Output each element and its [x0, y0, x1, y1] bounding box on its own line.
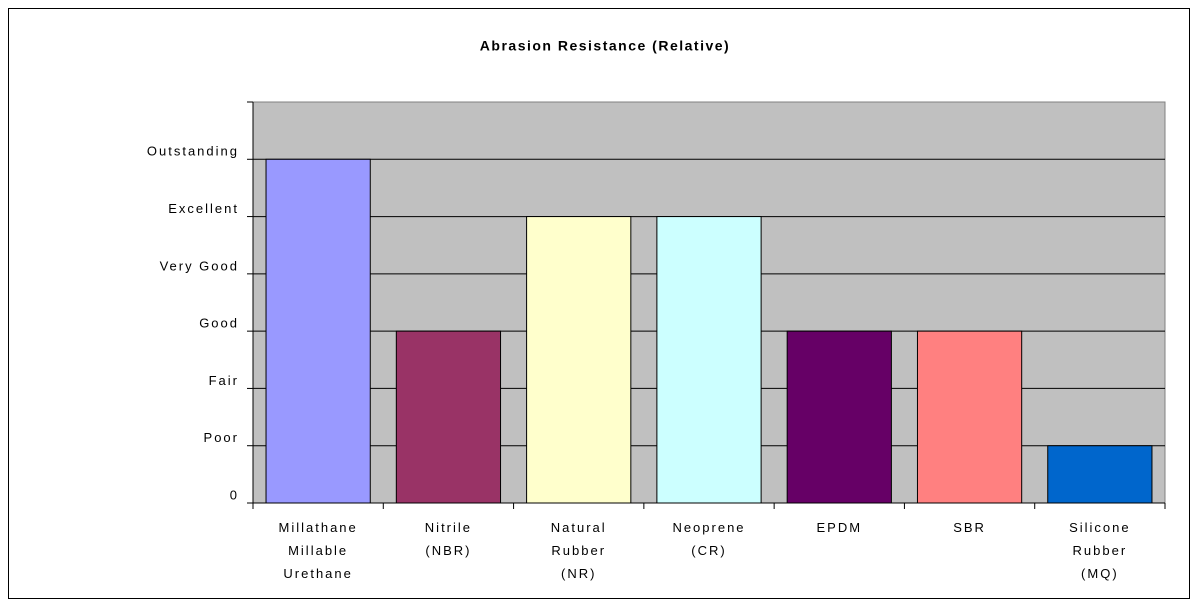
y-tick-label: Outstanding	[147, 144, 239, 159]
x-tick-label-line: EPDM	[817, 520, 863, 535]
y-tick-label: Good	[199, 316, 239, 331]
x-tick-label: Neoprene (CR)	[672, 520, 745, 558]
x-tick-label: EPDM	[817, 520, 863, 535]
x-tick-label: SBR	[953, 520, 986, 535]
x-tick-label-line: (NBR)	[425, 543, 471, 558]
x-tick-label-line: (MQ)	[1081, 566, 1119, 581]
bar	[265, 158, 371, 504]
y-tick-label: Excellent	[168, 201, 239, 216]
y-tick-label: Very Good	[160, 258, 239, 273]
bar	[656, 216, 762, 504]
bar	[916, 330, 1023, 504]
x-tick-label-line: Rubber	[1073, 543, 1128, 558]
x-tick-label-line: Urethane	[283, 566, 352, 581]
x-tick-label-line: (CR)	[691, 543, 726, 558]
chart-title: Abrasion Resistance (Relative)	[480, 38, 730, 54]
y-tick-label: Poor	[204, 430, 239, 445]
x-tick-label-line: Natural	[551, 520, 607, 535]
y-tick-label: Fair	[209, 373, 239, 388]
x-tick-label: Millathane Millable Urethane	[279, 520, 358, 581]
bar	[526, 216, 632, 504]
bar	[786, 330, 892, 504]
x-tick-label-line: Rubber	[551, 543, 606, 558]
x-tick-label-line: Millable	[288, 543, 348, 558]
x-tick-label-line: Millathane	[279, 520, 358, 535]
x-tick-label-line: Nitrile	[425, 520, 472, 535]
x-tick-label-line: (NR)	[561, 566, 596, 581]
x-tick-label: Natural Rubber (NR)	[551, 520, 607, 581]
x-tick-label: Silicone Rubber (MQ)	[1069, 520, 1131, 581]
bar	[395, 330, 502, 504]
x-tick-label-line: Neoprene	[672, 520, 745, 535]
x-tick-label-line: Silicone	[1069, 520, 1131, 535]
x-tick-label-line: SBR	[953, 520, 986, 535]
x-tick-label: Nitrile (NBR)	[425, 520, 472, 558]
bar	[1047, 445, 1153, 504]
y-tick-label: 0	[230, 487, 239, 502]
